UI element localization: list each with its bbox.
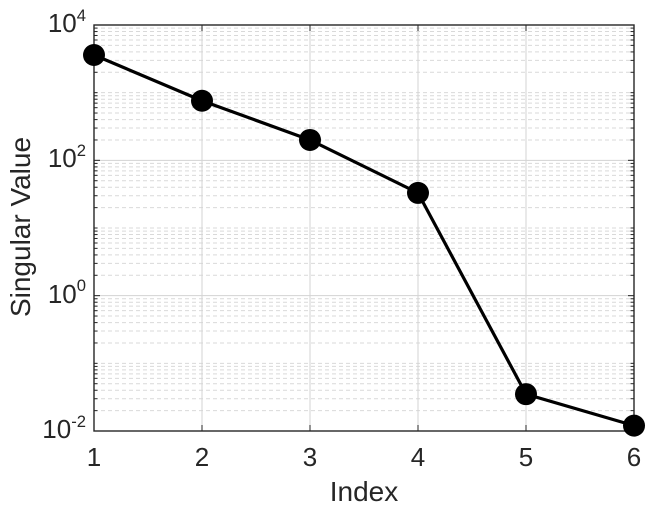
data-point-marker xyxy=(515,383,537,406)
x-axis-label: Index xyxy=(329,476,399,507)
series-line xyxy=(93,53,635,428)
x-tick-label: 6 xyxy=(626,442,642,472)
y-tick-label: 100 xyxy=(47,276,86,309)
y-tick-label: 10-2 xyxy=(42,411,86,444)
y-tick-label: 102 xyxy=(47,141,86,174)
x-tick-label: 2 xyxy=(194,442,210,472)
y-axis-label: Singular Value xyxy=(5,136,36,318)
x-tick-label: 5 xyxy=(518,442,534,472)
data-point-marker xyxy=(83,44,105,67)
x-tick-label: 3 xyxy=(302,442,318,472)
data-point-marker xyxy=(623,414,645,437)
x-tick-label: 4 xyxy=(410,442,426,472)
y-tick-label: 104 xyxy=(47,5,86,38)
data-point-marker xyxy=(407,181,429,204)
x-tick-label: 1 xyxy=(86,442,102,472)
data-point-marker xyxy=(299,128,321,151)
data-point-marker xyxy=(191,89,213,112)
